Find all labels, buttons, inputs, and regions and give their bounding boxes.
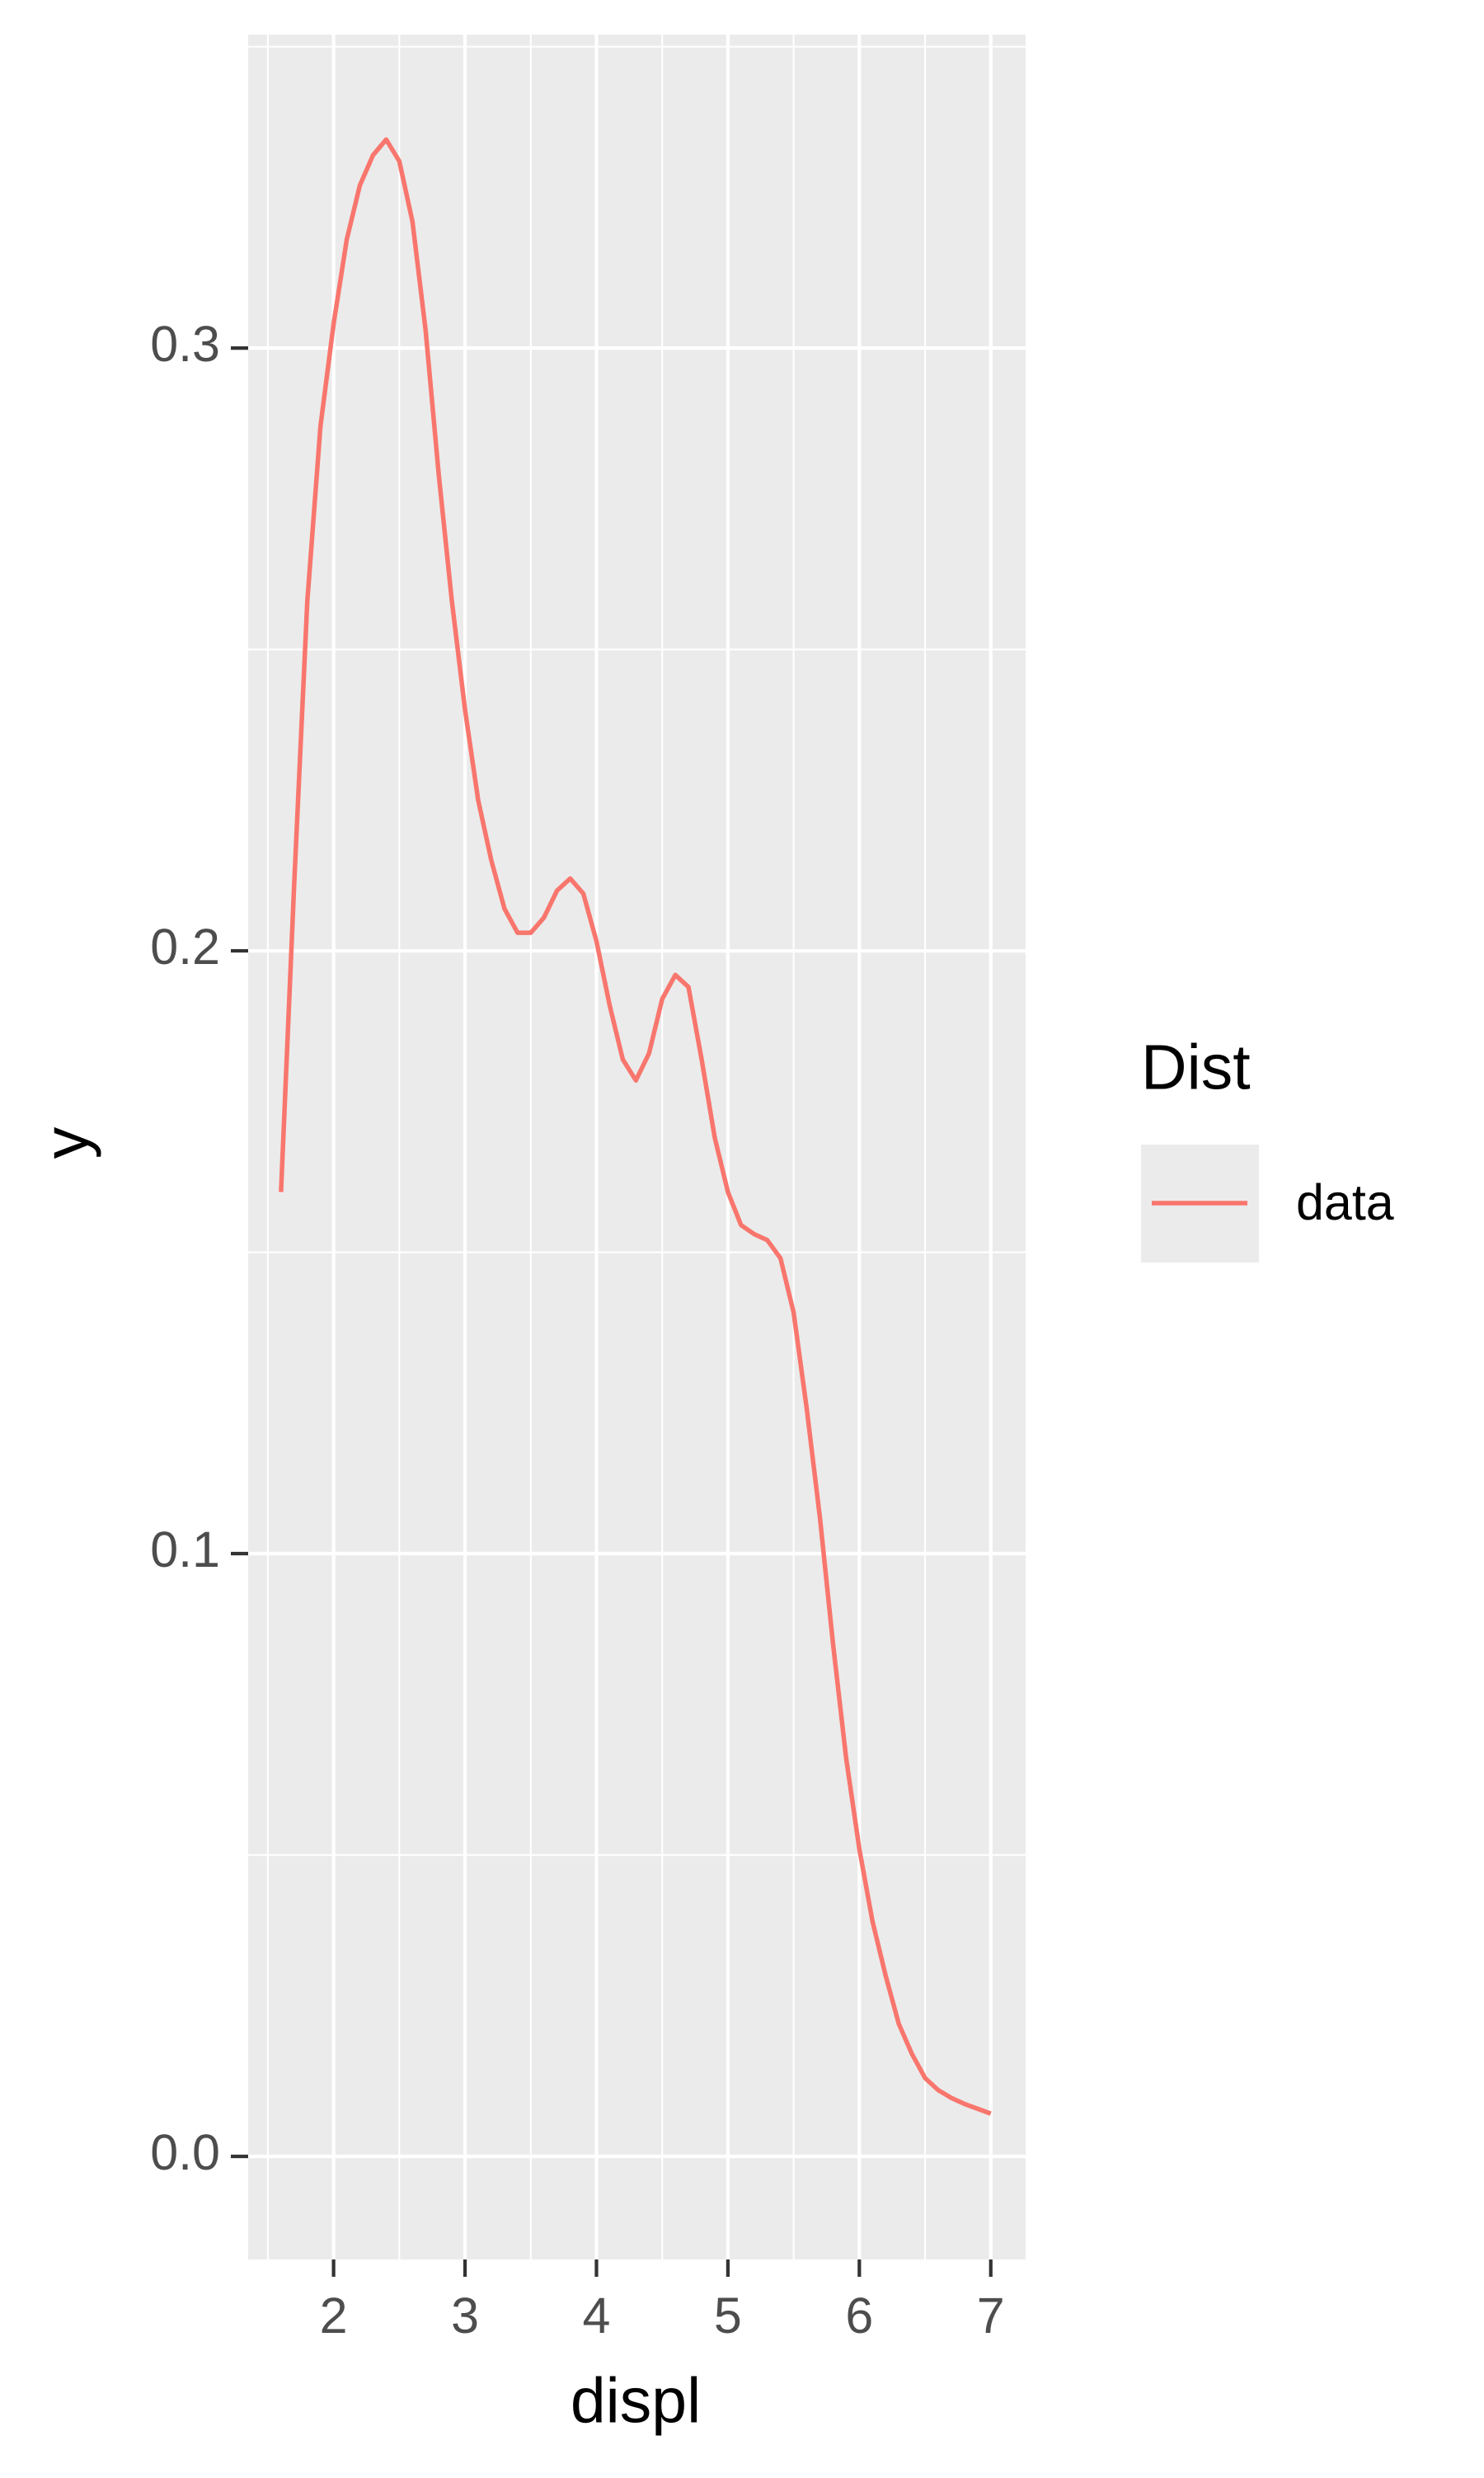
x-tick-label: 7 [977, 2288, 1005, 2344]
x-tick-label: 3 [451, 2288, 479, 2344]
y-axis-title: y [31, 1126, 101, 1159]
legend-label: data [1296, 1174, 1394, 1230]
legend-title: Dist [1141, 1032, 1251, 1103]
y-tick-label: 0.1 [150, 1521, 220, 1578]
data-line [279, 137, 992, 2116]
x-tick-label: 5 [714, 2288, 742, 2344]
x-tick-label: 6 [845, 2288, 873, 2344]
y-tick-label: 0.2 [150, 919, 220, 975]
x-tick-label: 2 [320, 2288, 348, 2344]
y-tick-label: 0.3 [150, 316, 220, 372]
plot-panel [248, 35, 1026, 2259]
x-tick-label: 4 [583, 2288, 611, 2344]
x-axis-title: displ [571, 2365, 701, 2436]
y-tick-label: 0.0 [150, 2124, 220, 2180]
